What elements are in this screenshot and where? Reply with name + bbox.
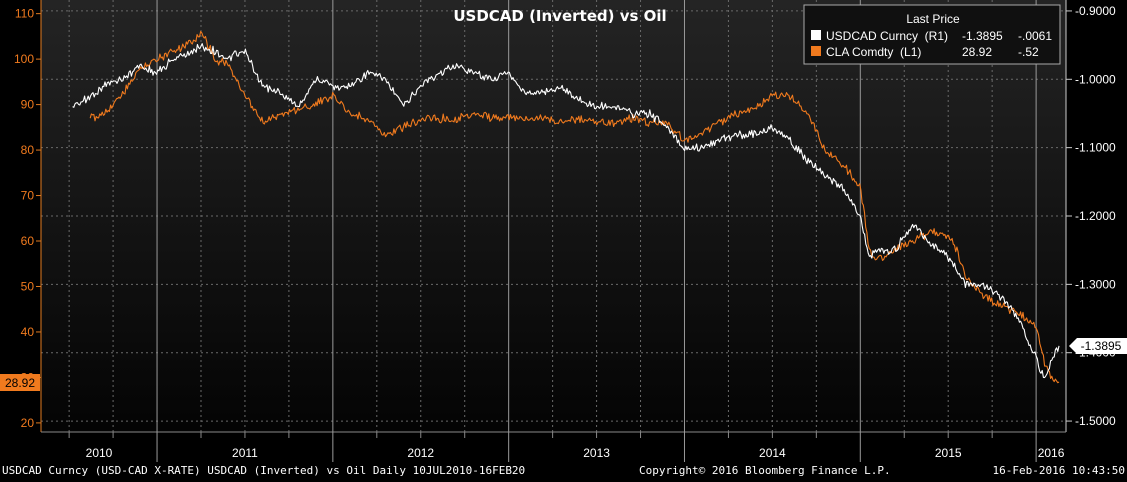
x-tick-label: 2010 xyxy=(86,446,113,460)
legend: Last Price USDCAD Curncy (R1) -1.3895 -.… xyxy=(803,4,1061,65)
y-left-tick-label: 100 xyxy=(14,52,34,66)
last-value-tag-left: 28.92 xyxy=(0,374,40,391)
y-right-tick-label: -1.3000 xyxy=(1075,277,1116,291)
y-right-tick-label: -0.9000 xyxy=(1075,4,1116,18)
legend-change-usdcad: -.0061 xyxy=(1018,29,1052,43)
footer-timestamp: 16-Feb-2016 10:43:50 xyxy=(992,464,1125,477)
y-left-tick-label: 50 xyxy=(21,279,35,293)
legend-swatch-oil xyxy=(811,46,821,56)
chart-title: USDCAD (Inverted) vs Oil xyxy=(453,7,666,25)
x-tick-label: 2011 xyxy=(232,446,258,460)
x-tick-label: 2015 xyxy=(935,446,962,460)
legend-box xyxy=(803,4,1061,65)
y-right-tick-label: -1.2000 xyxy=(1075,209,1116,223)
y-left-tick-label: 80 xyxy=(21,143,35,157)
series-line-usdcad xyxy=(72,43,1060,379)
last-value-tag-right: -1.3895 xyxy=(1069,338,1127,354)
y-left-tick-label: 70 xyxy=(21,189,35,203)
y-right-tick-label: -1.1000 xyxy=(1075,141,1116,155)
x-tick-label: 2013 xyxy=(583,446,610,460)
legend-last-usdcad: -1.3895 xyxy=(962,29,1003,43)
legend-name-oil: CLA Comdty (L1) xyxy=(826,45,921,59)
legend-change-oil: -.52 xyxy=(1018,45,1039,59)
y-left-tick-label: 20 xyxy=(21,416,35,430)
y-left-tick-label: 90 xyxy=(21,98,35,112)
last-value-tag-left-text: 28.92 xyxy=(5,376,35,390)
legend-swatch-usdcad xyxy=(811,30,821,40)
x-tick-label: 2014 xyxy=(759,446,786,460)
x-tick-label: 2016 xyxy=(1038,446,1065,460)
footer-copyright: Copyright© 2016 Bloomberg Finance L.P. xyxy=(639,464,891,477)
y-right-tick-label: -1.5000 xyxy=(1075,414,1116,428)
last-value-tag-right-bg xyxy=(1069,338,1127,354)
grid-lines xyxy=(41,0,1066,432)
y-right-tick-label: -1.0000 xyxy=(1075,72,1116,86)
last-value-tag-right-text: -1.3895 xyxy=(1081,339,1122,353)
y-left-tick-label: 110 xyxy=(15,7,34,21)
y-left-tick-label: 60 xyxy=(21,234,35,248)
series-group xyxy=(72,30,1060,384)
legend-name-usdcad: USDCAD Curncy (R1) xyxy=(826,29,948,43)
y-left-tick-label: 40 xyxy=(21,325,35,339)
legend-last-oil: 28.92 xyxy=(962,45,992,59)
legend-header: Last Price xyxy=(906,12,960,26)
x-tick-label: 2012 xyxy=(407,446,434,460)
last-value-tag-left-bg xyxy=(0,374,40,391)
y-axis-right: -0.9000-1.0000-1.1000-1.2000-1.3000-1.40… xyxy=(1066,4,1116,428)
series-line-oil xyxy=(89,30,1060,384)
x-axis: 2010 2011 2012 2013 2014 2015 2016 xyxy=(68,0,1065,462)
y-axis-left: 2030405060708090100110 xyxy=(14,7,41,430)
footer-description: USDCAD Curncy (USD-CAD X-RATE) USDCAD (I… xyxy=(2,464,526,477)
